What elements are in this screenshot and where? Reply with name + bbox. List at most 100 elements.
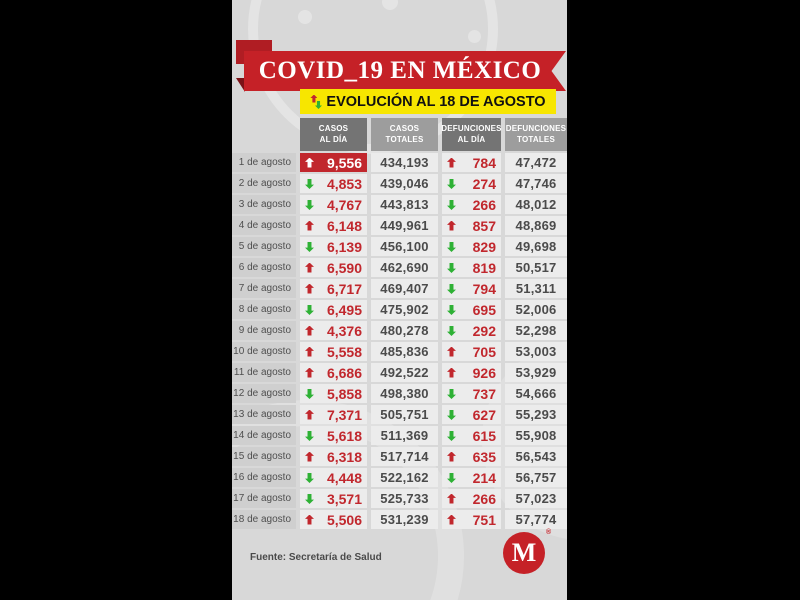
trend-arrow-icon xyxy=(305,431,314,441)
trend-arrow-icon xyxy=(447,326,456,336)
defunciones-totales-cell: 47,472 xyxy=(505,153,567,172)
trend-arrow-icon xyxy=(447,263,456,273)
defunciones-totales-cell: 52,298 xyxy=(505,321,567,340)
casos-dia-cell: 4,448 xyxy=(300,468,367,487)
defunciones-dia-value: 819 xyxy=(472,259,496,276)
casos-dia-cell: 4,767 xyxy=(300,195,367,214)
casos-dia-cell: 9,556 xyxy=(300,153,367,172)
trend-arrow-icon xyxy=(305,346,314,357)
defunciones-dia-value: 829 xyxy=(472,238,496,255)
header-spacer xyxy=(232,118,296,151)
column-header-casos-al-dia: CASOS AL DÍA xyxy=(300,118,367,151)
page-title: COVID_19 EN MÉXICO xyxy=(258,57,542,84)
trend-arrow-icon xyxy=(447,200,456,210)
trend-arrow-icon xyxy=(447,389,456,399)
casos-dia-cell: 5,858 xyxy=(300,384,367,403)
casos-totales-cell: 480,278 xyxy=(371,321,438,340)
trend-arrow-icon xyxy=(447,410,456,420)
casos-dia-value: 4,767 xyxy=(326,196,362,213)
casos-dia-cell: 6,495 xyxy=(300,300,367,319)
down-arrow-icon xyxy=(315,101,322,109)
infographic-canvas: COVID_19 EN MÉXICO EVOLUCIÓN AL 18 DE AG… xyxy=(232,0,567,600)
defunciones-dia-value: 292 xyxy=(472,322,496,339)
trend-arrow-icon xyxy=(447,451,456,462)
casos-totales-cell: 525,733 xyxy=(371,489,438,508)
date-cell: 17 de agosto xyxy=(232,489,296,508)
casos-totales-cell: 434,193 xyxy=(371,153,438,172)
date-cell: 5 de agosto xyxy=(232,237,296,256)
defunciones-totales-cell: 54,666 xyxy=(505,384,567,403)
defunciones-dia-cell: 829 xyxy=(442,237,501,256)
defunciones-dia-cell: 695 xyxy=(442,300,501,319)
trend-arrow-icon xyxy=(447,242,456,252)
defunciones-dia-cell: 292 xyxy=(442,321,501,340)
defunciones-totales-cell: 57,774 xyxy=(505,510,567,529)
casos-dia-value: 4,853 xyxy=(326,175,362,192)
casos-totales-cell: 517,714 xyxy=(371,447,438,466)
casos-totales-cell: 505,751 xyxy=(371,405,438,424)
defunciones-dia-cell: 857 xyxy=(442,216,501,235)
date-cell: 15 de agosto xyxy=(232,447,296,466)
date-cell: 7 de agosto xyxy=(232,279,296,298)
casos-totales-cell: 531,239 xyxy=(371,510,438,529)
milenio-logo-letter: M xyxy=(511,538,537,567)
casos-dia-value: 6,590 xyxy=(326,259,362,276)
trend-arrow-icon xyxy=(305,325,314,336)
defunciones-dia-value: 627 xyxy=(472,406,496,423)
defunciones-dia-value: 784 xyxy=(472,154,496,171)
title-ribbon: COVID_19 EN MÉXICO xyxy=(244,51,566,91)
trend-arrow-icon xyxy=(447,220,456,231)
defunciones-totales-cell: 51,311 xyxy=(505,279,567,298)
casos-dia-cell: 6,139 xyxy=(300,237,367,256)
defunciones-dia-cell: 266 xyxy=(442,489,501,508)
casos-dia-value: 5,858 xyxy=(326,385,362,402)
defunciones-dia-cell: 784 xyxy=(442,153,501,172)
defunciones-totales-cell: 53,003 xyxy=(505,342,567,361)
casos-dia-value: 6,717 xyxy=(326,280,362,297)
casos-dia-value: 4,376 xyxy=(326,322,362,339)
trend-arrow-icon xyxy=(447,157,456,168)
date-cell: 4 de agosto xyxy=(232,216,296,235)
date-cell: 8 de agosto xyxy=(232,300,296,319)
date-cell: 12 de agosto xyxy=(232,384,296,403)
defunciones-dia-cell: 737 xyxy=(442,384,501,403)
up-arrow-icon xyxy=(310,94,318,103)
casos-dia-cell: 7,371 xyxy=(300,405,367,424)
defunciones-totales-cell: 56,543 xyxy=(505,447,567,466)
casos-totales-cell: 456,100 xyxy=(371,237,438,256)
defunciones-dia-value: 751 xyxy=(472,511,496,528)
trend-arrow-icon xyxy=(447,346,456,357)
date-cell: 9 de agosto xyxy=(232,321,296,340)
column-header-defunciones-totales: DEFUNCIONES TOTALES xyxy=(505,118,567,151)
trend-arrow-icon xyxy=(305,514,314,525)
defunciones-dia-value: 635 xyxy=(472,448,496,465)
date-cell: 18 de agosto xyxy=(232,510,296,529)
casos-dia-cell: 6,686 xyxy=(300,363,367,382)
trend-arrow-icon xyxy=(447,367,456,378)
trend-arrow-icon xyxy=(305,220,314,231)
casos-dia-cell: 6,590 xyxy=(300,258,367,277)
trend-arrow-icon xyxy=(305,262,314,273)
trend-arrow-icon xyxy=(305,179,314,189)
casos-dia-value: 6,495 xyxy=(326,301,362,318)
defunciones-dia-cell: 926 xyxy=(442,363,501,382)
casos-dia-value: 6,318 xyxy=(326,448,362,465)
defunciones-dia-value: 695 xyxy=(472,301,496,318)
defunciones-totales-cell: 56,757 xyxy=(505,468,567,487)
trend-arrow-icon xyxy=(305,242,314,252)
casos-dia-value: 7,371 xyxy=(326,406,362,423)
casos-dia-value: 6,139 xyxy=(326,238,362,255)
trend-arrow-icon xyxy=(447,431,456,441)
defunciones-dia-value: 857 xyxy=(472,217,496,234)
casos-dia-cell: 6,717 xyxy=(300,279,367,298)
casos-totales-cell: 449,961 xyxy=(371,216,438,235)
casos-dia-value: 5,618 xyxy=(326,427,362,444)
date-cell: 10 de agosto xyxy=(232,342,296,361)
date-cell: 3 de agosto xyxy=(232,195,296,214)
casos-totales-cell: 511,369 xyxy=(371,426,438,445)
trend-arrow-icon xyxy=(447,284,456,294)
trend-arrow-icon xyxy=(305,473,314,483)
defunciones-dia-value: 214 xyxy=(472,469,496,486)
casos-dia-value: 6,148 xyxy=(326,217,362,234)
casos-dia-value: 4,448 xyxy=(326,469,362,486)
